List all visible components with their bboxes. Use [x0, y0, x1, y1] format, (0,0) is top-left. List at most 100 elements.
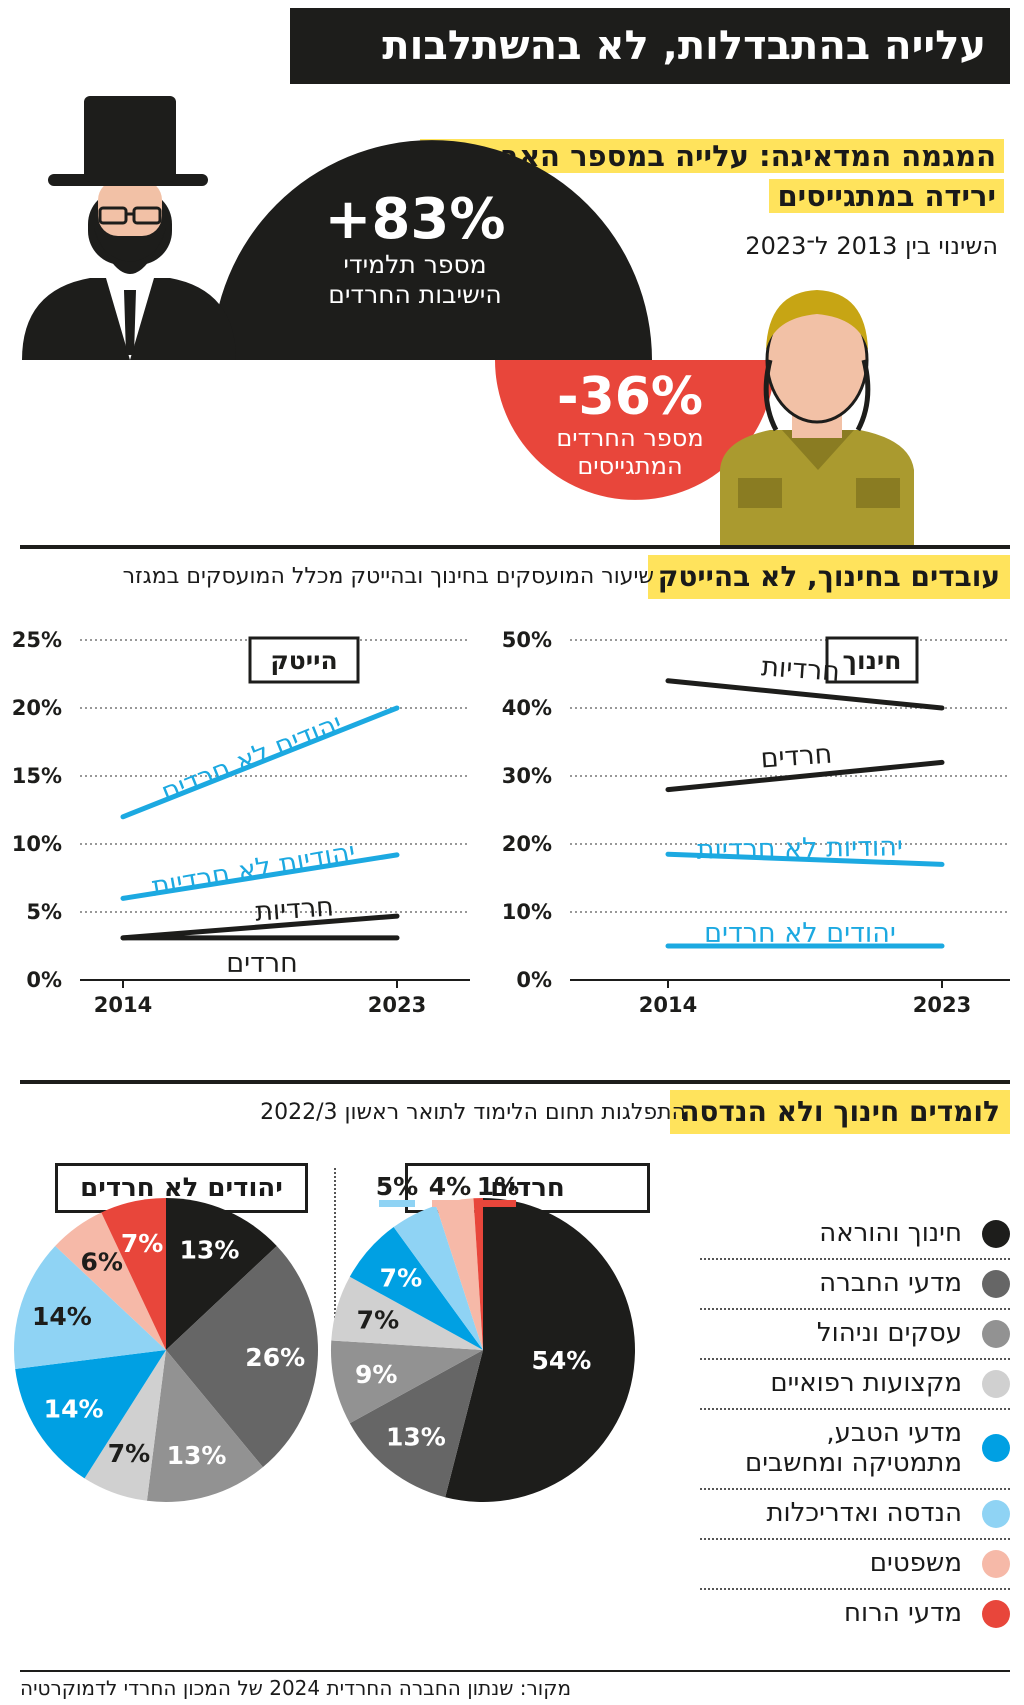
section2-divider — [20, 545, 1010, 549]
pie-slice — [55, 1212, 166, 1350]
source-note: מקור: שנתון החברה החרדית 2024 של המכון ה… — [20, 1676, 572, 1700]
y-tick-label: 0% — [516, 968, 552, 992]
series-label: חרדים — [226, 948, 298, 979]
section1-graphic — [22, 96, 914, 545]
pie-callout-bar — [432, 1200, 468, 1207]
pie-slice — [101, 1198, 166, 1350]
pies-separator — [334, 1168, 336, 1338]
pie-value-label: 26% — [245, 1343, 305, 1372]
x-tick-label: 2014 — [639, 993, 697, 1017]
pie-callout-label: 5% — [376, 1172, 418, 1201]
pie-value-label: 13% — [386, 1422, 446, 1451]
section2-heading: עובדים בחינוך, לא בהייטק — [647, 555, 1010, 599]
legend-swatch-icon — [982, 1270, 1010, 1298]
legend-item: מדעי הרוח — [700, 1590, 1010, 1640]
legend-label: הנדסה ואדריכלות — [766, 1498, 962, 1528]
series-line — [665, 678, 945, 711]
legend-item: עסקים וניהול — [700, 1310, 1010, 1360]
legend-item: משפטים — [700, 1540, 1010, 1590]
pie-value-label: 9% — [355, 1360, 397, 1389]
section3-subtitle: התפלגות תחום הלימוד לתואר ראשון 2022/3 — [260, 1100, 686, 1125]
series-line — [665, 851, 945, 867]
conscripts-stat-value: -36% — [556, 367, 704, 427]
y-tick-label: 25% — [12, 628, 62, 652]
legend-item: מקצועות רפואיים — [700, 1360, 1010, 1410]
y-tick-label: 30% — [502, 764, 552, 788]
legend-swatch-icon — [982, 1370, 1010, 1398]
pie-slice — [146, 1350, 263, 1502]
y-tick-label: 15% — [12, 764, 62, 788]
chart-title: חינוך — [843, 646, 902, 675]
pie-slice — [166, 1245, 318, 1468]
section3-divider — [20, 1080, 1010, 1084]
pie-value-label: 14% — [32, 1302, 92, 1331]
pie-slice — [166, 1198, 277, 1350]
students-stat-label1: מספר תלמידי — [343, 250, 487, 279]
page-title: עלייה בהתבדלות, לא בהשתלבות — [290, 8, 1010, 84]
pie-slice — [436, 1198, 483, 1350]
legend-swatch-icon — [982, 1220, 1010, 1248]
series-label: חרדיות — [760, 651, 841, 687]
legend-swatch-icon — [982, 1550, 1010, 1578]
pie-value-label: 7% — [108, 1439, 150, 1468]
y-tick-label: 10% — [12, 832, 62, 856]
pie-haredi: 54% 13% 9% 7% 7% 5% 4% 1% — [330, 1172, 635, 1502]
pie-slice — [14, 1245, 167, 1370]
pie-callout-bar — [379, 1200, 415, 1207]
students-stat-label2: הישיבות החרדים — [328, 280, 502, 309]
students-half-disc — [212, 140, 652, 360]
pie-callout-label: 1% — [477, 1172, 519, 1201]
section1-heading: המגמה המדאיגה: עלייה במספר האברכים, יריד… — [419, 136, 1004, 216]
x-tick-label: 2023 — [913, 993, 971, 1017]
legend-swatch-icon — [982, 1600, 1010, 1628]
series-label: יהודיות לא חרדיות — [696, 831, 903, 866]
haredi-man-icon — [22, 96, 236, 360]
series-line — [120, 705, 400, 820]
series-label: חרדיות — [254, 891, 335, 927]
pie-slice — [331, 1276, 483, 1350]
legend-label: חינוך והוראה — [819, 1218, 962, 1248]
soldier-icon — [720, 290, 914, 545]
legend-item: מדעי הטבע, מתמטיקה ומחשבים — [700, 1410, 1010, 1490]
y-tick-label: 20% — [502, 832, 552, 856]
chart-title-box — [825, 636, 919, 684]
conscripts-stat-label1: מספר החרדים — [556, 424, 704, 452]
y-tick-label: 40% — [502, 696, 552, 720]
legend-label: מדעי הטבע, — [826, 1418, 962, 1448]
section2-subtitle: שיעור המועסקים בחינוך ובהייטק מכלל המועס… — [122, 564, 654, 589]
pie-slice — [349, 1227, 483, 1350]
pie-callout-label: 4% — [429, 1172, 471, 1201]
pie-slice — [330, 1340, 483, 1424]
pie-value-label: 7% — [121, 1229, 163, 1258]
section1-heading-line2: ירידה במתגייסים — [769, 179, 1004, 213]
pie-slice — [84, 1350, 166, 1501]
pie-value-label: 7% — [380, 1264, 422, 1293]
legend-label: עסקים וניהול — [816, 1318, 962, 1348]
conscripts-stat-label2: המתגייסים — [577, 452, 683, 480]
series-line — [120, 852, 400, 901]
pie-value-label: 6% — [80, 1247, 122, 1276]
y-tick-label: 50% — [502, 628, 552, 652]
pie-value-label: 14% — [44, 1395, 104, 1424]
footer-divider — [20, 1670, 1010, 1672]
line-chart-hitech: 0% 5% 10% 15% 20% 25% 2014 2023 הייטק יהודים לא ח… — [12, 628, 470, 1017]
pie-slice — [393, 1205, 483, 1350]
pie-slice — [473, 1198, 483, 1350]
pie-charts: 54%13%9%7%7%5% 4% 1%13%26%13%7%14%14%6%7% — [14, 1172, 635, 1502]
students-stat-value: +83% — [324, 187, 506, 252]
x-tick-label: 2023 — [368, 993, 426, 1017]
pie-slice — [445, 1198, 635, 1502]
series-line — [665, 759, 945, 793]
chart-title: הייטק — [270, 646, 337, 675]
pie-legend: חינוך והוראה מדעי החברה עסקים וניהול מקצ… — [684, 1210, 1024, 1630]
y-tick-label: 0% — [26, 968, 62, 992]
legend-item: הנדסה ואדריכלות — [700, 1490, 1010, 1540]
legend-label: מדעי החברה — [819, 1268, 962, 1298]
pie-slice — [349, 1350, 483, 1498]
pie-value-label: 54% — [531, 1346, 591, 1375]
conscripts-stat: -36% מספר החרדים המתגייסים — [520, 370, 740, 480]
y-tick-label: 5% — [26, 900, 62, 924]
students-stat: +83% מספר תלמידי הישיבות החרדים — [300, 190, 530, 310]
series-label: יהודים לא חרדים — [157, 708, 347, 809]
y-tick-label: 10% — [502, 900, 552, 924]
